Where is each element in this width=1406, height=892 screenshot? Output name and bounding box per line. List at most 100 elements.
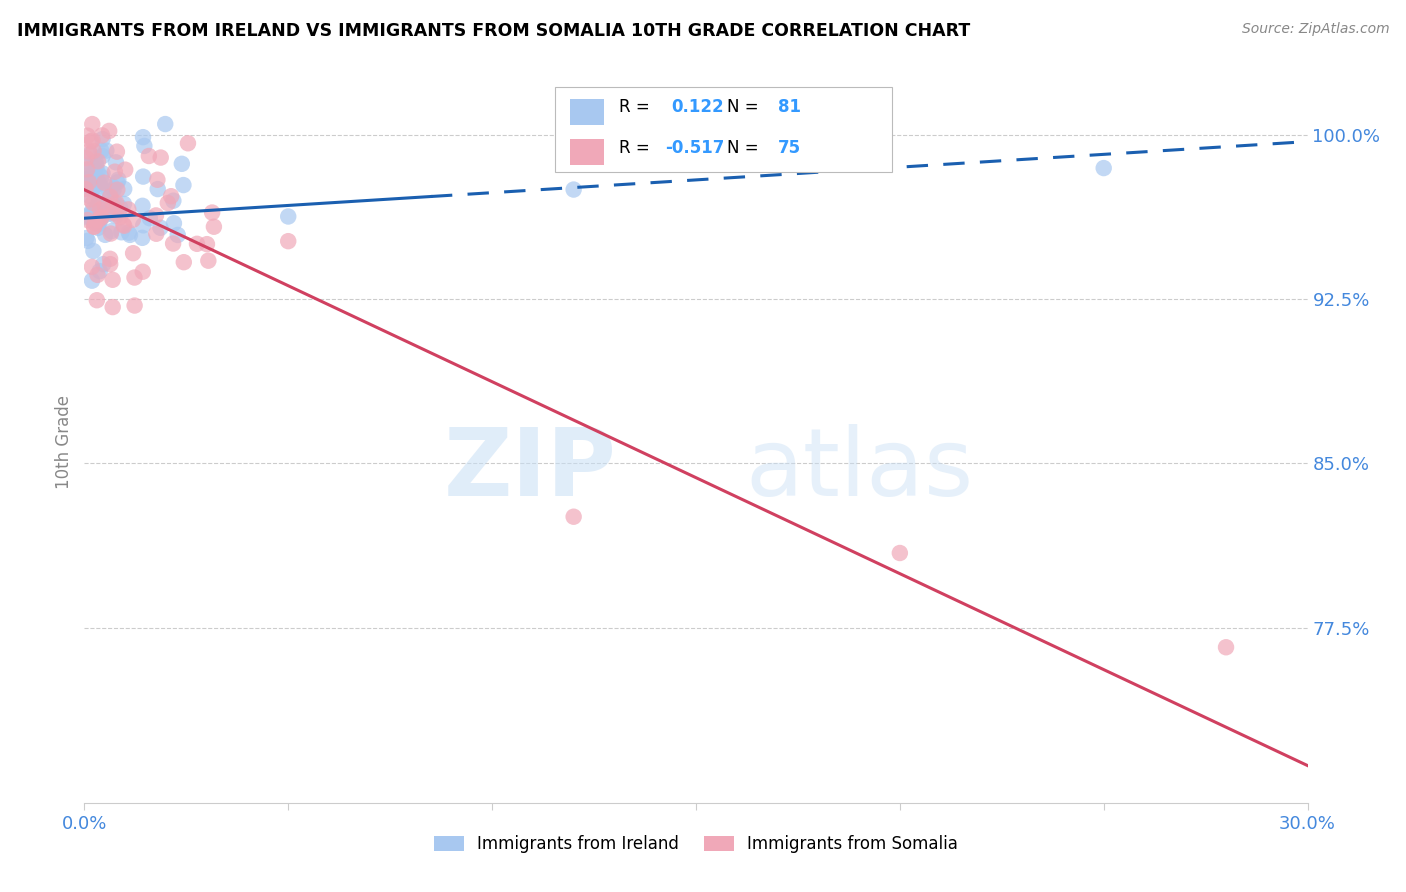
Point xyxy=(118,226,141,240)
FancyBboxPatch shape xyxy=(555,87,891,172)
Point xyxy=(79,147,101,161)
Point xyxy=(77,145,100,159)
Point xyxy=(75,172,97,186)
Point xyxy=(76,162,98,177)
Point xyxy=(145,209,167,223)
Point xyxy=(1092,161,1115,175)
Point xyxy=(76,234,98,248)
Point xyxy=(162,194,184,208)
Point xyxy=(132,169,155,184)
Point xyxy=(101,273,124,287)
Point xyxy=(1215,640,1237,655)
Point xyxy=(145,227,167,241)
Point xyxy=(82,117,104,131)
Point xyxy=(107,172,129,186)
Point xyxy=(104,195,127,210)
Point xyxy=(86,293,108,308)
Point xyxy=(149,151,172,165)
Point xyxy=(80,157,103,171)
Point xyxy=(76,209,98,223)
Point xyxy=(98,252,121,266)
Text: R =: R = xyxy=(619,139,650,157)
Point xyxy=(562,509,585,524)
Point xyxy=(98,184,121,198)
Y-axis label: 10th Grade: 10th Grade xyxy=(55,394,73,489)
Point xyxy=(138,149,160,163)
Point xyxy=(146,173,169,187)
Point xyxy=(84,155,107,169)
Point xyxy=(91,149,114,163)
Point xyxy=(112,197,135,211)
Point xyxy=(117,202,139,217)
Point xyxy=(134,139,156,153)
Text: N =: N = xyxy=(727,98,758,116)
Point xyxy=(104,206,127,220)
Point xyxy=(131,199,153,213)
Point xyxy=(105,183,128,197)
Point xyxy=(186,236,208,251)
Point xyxy=(83,144,105,158)
Text: -0.517: -0.517 xyxy=(665,139,724,157)
Point xyxy=(197,253,219,268)
Point xyxy=(86,268,108,282)
Point xyxy=(93,176,115,190)
Point xyxy=(104,155,127,169)
Point xyxy=(131,231,153,245)
Text: N =: N = xyxy=(727,139,758,157)
Point xyxy=(89,214,111,228)
Point xyxy=(84,179,107,194)
Point xyxy=(101,179,124,194)
Point xyxy=(86,164,108,178)
Point xyxy=(101,196,124,211)
Point xyxy=(177,136,200,151)
Legend: Immigrants from Ireland, Immigrants from Somalia: Immigrants from Ireland, Immigrants from… xyxy=(427,828,965,860)
Point xyxy=(87,194,110,209)
Point xyxy=(103,183,125,197)
Point xyxy=(82,202,104,217)
Point xyxy=(84,169,107,184)
Point xyxy=(90,210,112,224)
FancyBboxPatch shape xyxy=(569,139,605,165)
Point xyxy=(202,219,225,234)
Point xyxy=(107,175,129,189)
Point xyxy=(75,231,97,245)
Point xyxy=(94,227,117,242)
Point xyxy=(84,207,107,221)
Point xyxy=(114,162,136,177)
Point xyxy=(121,212,143,227)
Point xyxy=(124,299,146,313)
Point xyxy=(124,270,146,285)
FancyBboxPatch shape xyxy=(569,99,605,125)
Point xyxy=(87,213,110,227)
Point xyxy=(104,164,127,178)
Text: 0.122: 0.122 xyxy=(672,98,724,116)
Point xyxy=(108,201,131,215)
Point xyxy=(160,189,183,203)
Point xyxy=(108,210,131,224)
Point xyxy=(80,135,103,149)
Point xyxy=(87,176,110,190)
Point xyxy=(89,202,111,217)
Point xyxy=(83,216,105,230)
Text: IMMIGRANTS FROM IRELAND VS IMMIGRANTS FROM SOMALIA 10TH GRADE CORRELATION CHART: IMMIGRANTS FROM IRELAND VS IMMIGRANTS FR… xyxy=(17,22,970,40)
Point xyxy=(87,176,110,190)
Point xyxy=(89,179,111,194)
Point xyxy=(83,205,105,219)
Point xyxy=(201,205,224,219)
Point xyxy=(100,189,122,203)
Point xyxy=(91,132,114,146)
Point xyxy=(195,237,218,252)
Text: 81: 81 xyxy=(778,98,801,116)
Point xyxy=(122,246,145,260)
Text: R =: R = xyxy=(619,98,650,116)
Point xyxy=(98,257,121,271)
Text: 75: 75 xyxy=(778,139,801,157)
Point xyxy=(76,213,98,227)
Point xyxy=(104,209,127,223)
Point xyxy=(90,211,112,225)
Point xyxy=(146,182,169,196)
Point xyxy=(96,144,118,158)
Point xyxy=(173,255,195,269)
Text: ZIP: ZIP xyxy=(443,425,616,516)
Point xyxy=(96,207,118,221)
